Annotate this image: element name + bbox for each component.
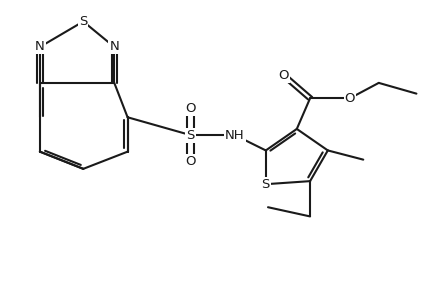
Text: S: S xyxy=(79,15,87,28)
Text: NH: NH xyxy=(225,129,245,142)
Text: S: S xyxy=(187,129,194,142)
Text: O: O xyxy=(278,69,289,82)
Text: N: N xyxy=(109,41,119,53)
Text: S: S xyxy=(262,178,270,191)
Text: O: O xyxy=(345,92,355,105)
Text: O: O xyxy=(185,155,196,168)
Text: O: O xyxy=(185,103,196,115)
Text: N: N xyxy=(35,41,45,53)
